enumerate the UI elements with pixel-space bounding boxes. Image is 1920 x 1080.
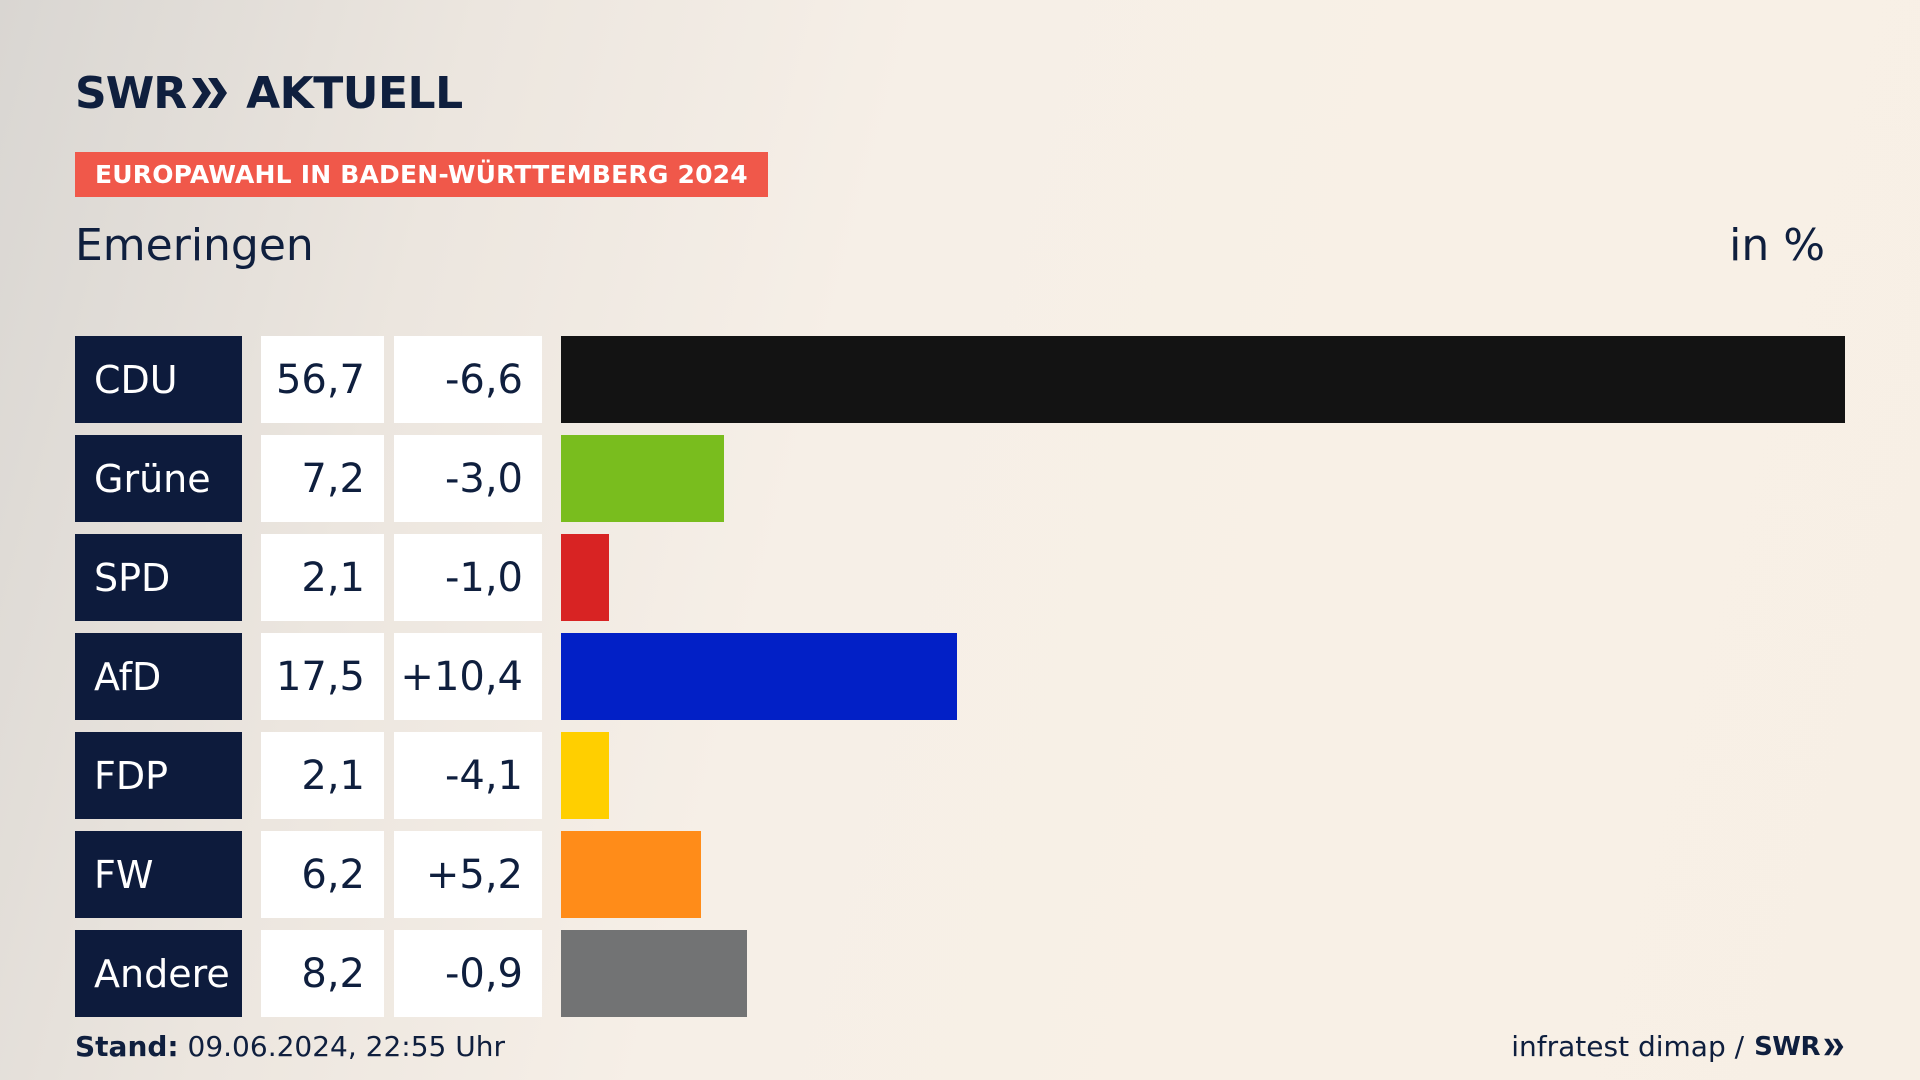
change-value: -0,9 [394, 930, 542, 1017]
logo-aktuell-text: AKTUELL [246, 67, 463, 119]
result-bar [561, 435, 724, 522]
result-bar [561, 930, 747, 1017]
result-row: AfD 17,5 +10,4 [75, 633, 1845, 720]
change-value: -6,6 [394, 336, 542, 423]
result-bar [561, 534, 609, 621]
party-label: FW [75, 831, 242, 918]
change-value: -3,0 [394, 435, 542, 522]
party-label: SPD [75, 534, 242, 621]
result-bar [561, 336, 1845, 423]
party-label: Andere [75, 930, 242, 1017]
result-bar [561, 831, 701, 918]
result-row: SPD 2,1 -1,0 [75, 534, 1845, 621]
double-chevron-icon [1824, 1038, 1844, 1055]
double-chevron-icon [192, 78, 228, 108]
vote-share-value: 8,2 [261, 930, 384, 1017]
result-row: Grüne 7,2 -3,0 [75, 435, 1845, 522]
party-label: FDP [75, 732, 242, 819]
change-value: +5,2 [394, 831, 542, 918]
vote-share-value: 56,7 [261, 336, 384, 423]
swr-aktuell-logo: SWR AKTUELL [75, 67, 463, 119]
party-label: Grüne [75, 435, 242, 522]
vote-share-value: 6,2 [261, 831, 384, 918]
result-bar [561, 732, 609, 819]
vote-share-value: 2,1 [261, 732, 384, 819]
stand-value: 09.06.2024, 22:55 Uhr [187, 1030, 505, 1063]
unit-label: in % [1729, 220, 1825, 271]
party-label: CDU [75, 336, 242, 423]
source-logo-text: SWR [1754, 1031, 1820, 1062]
vote-share-value: 2,1 [261, 534, 384, 621]
result-bar [561, 633, 957, 720]
vote-share-value: 7,2 [261, 435, 384, 522]
change-value: -4,1 [394, 732, 542, 819]
stand-label: Stand: [75, 1030, 179, 1063]
election-banner: EUROPAWAHL IN BADEN-WÜRTTEMBERG 2024 [75, 152, 768, 197]
result-row: Andere 8,2 -0,9 [75, 930, 1845, 1017]
timestamp: Stand: 09.06.2024, 22:55 Uhr [75, 1030, 505, 1063]
change-value: -1,0 [394, 534, 542, 621]
result-row: FDP 2,1 -4,1 [75, 732, 1845, 819]
source-text: infratest dimap / [1511, 1030, 1745, 1063]
source-credit: infratest dimap / SWR [1511, 1030, 1845, 1063]
vote-share-value: 17,5 [261, 633, 384, 720]
result-row: FW 6,2 +5,2 [75, 831, 1845, 918]
result-row: CDU 56,7 -6,6 [75, 336, 1845, 423]
party-label: AfD [75, 633, 242, 720]
logo-swr-text: SWR [75, 67, 187, 119]
change-value: +10,4 [394, 633, 542, 720]
place-title: Emeringen [75, 220, 314, 271]
